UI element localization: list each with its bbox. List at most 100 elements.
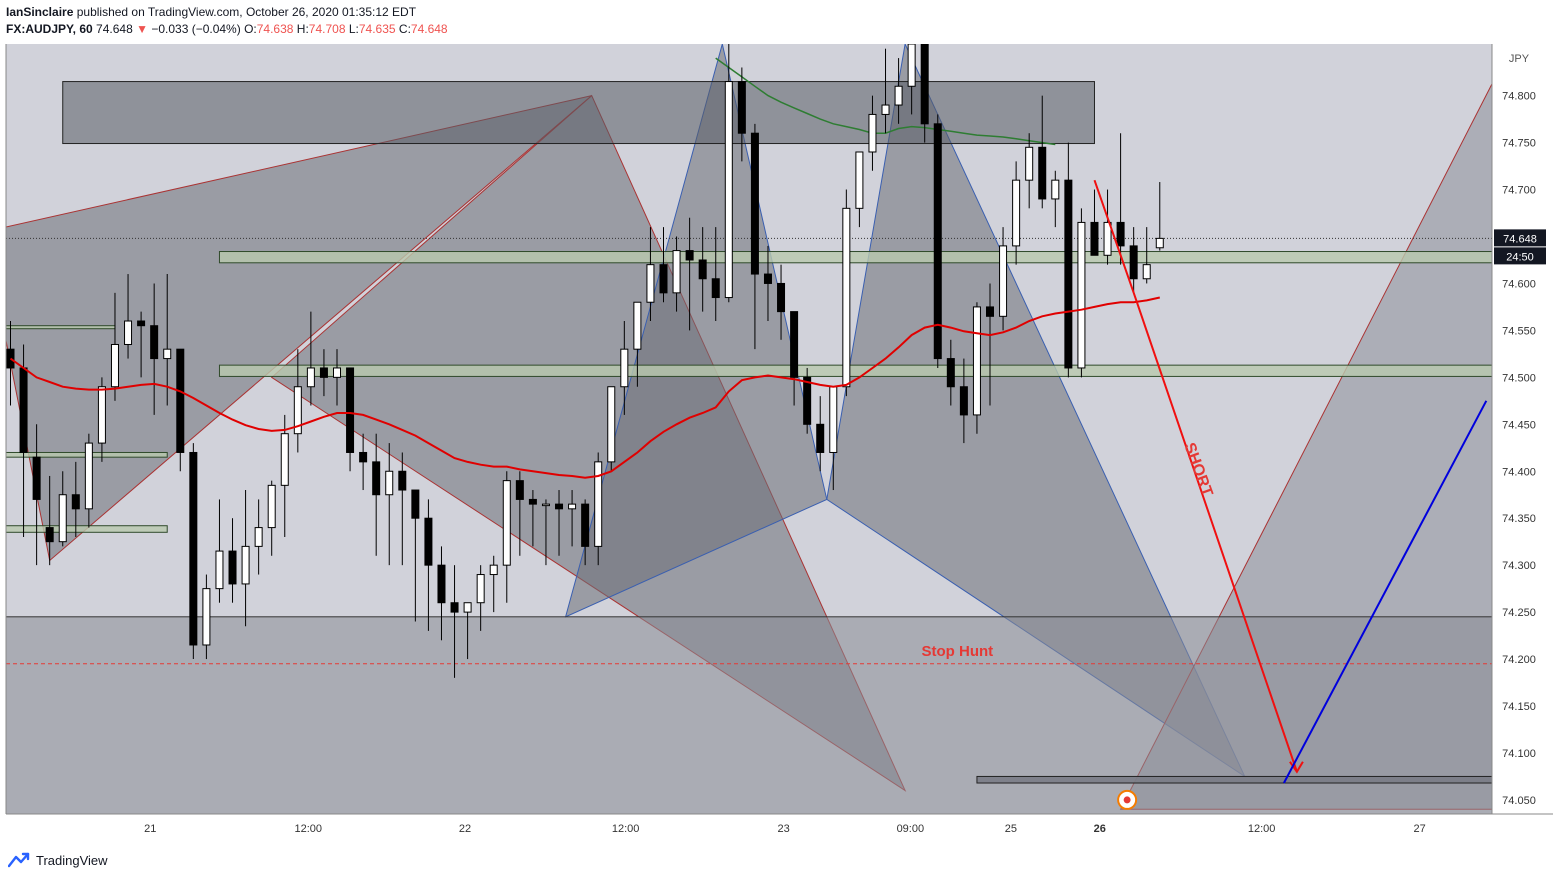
candle-body[interactable] — [555, 503, 564, 510]
candle-body[interactable] — [711, 278, 720, 299]
candle-body[interactable] — [150, 325, 159, 360]
candle-body[interactable] — [19, 367, 28, 453]
publish-info: published on TradingView.com, October 26… — [76, 5, 417, 19]
candle-body[interactable] — [986, 306, 994, 317]
candle-body[interactable] — [502, 480, 511, 566]
candle-body[interactable] — [594, 461, 603, 547]
candle-body[interactable] — [58, 494, 67, 543]
candle-body[interactable] — [933, 123, 942, 360]
candle-body[interactable] — [385, 470, 394, 496]
candle-body[interactable] — [110, 343, 119, 388]
candle-body[interactable] — [568, 503, 577, 510]
candle-body[interactable] — [424, 517, 433, 566]
candle-body[interactable] — [777, 282, 786, 313]
candle-body[interactable] — [894, 85, 903, 106]
candle-body[interactable] — [1129, 245, 1138, 280]
candle-body[interactable] — [515, 480, 524, 500]
author-name[interactable]: IanSinclaire — [6, 5, 74, 19]
candle-body[interactable] — [372, 461, 381, 496]
candle-body[interactable] — [855, 151, 864, 209]
candle-body[interactable] — [959, 386, 968, 416]
candle-body[interactable] — [659, 264, 668, 294]
candle-body[interactable] — [581, 503, 590, 547]
candle-body[interactable] — [293, 386, 302, 435]
candle-body[interactable] — [1025, 146, 1034, 181]
candle-body[interactable] — [359, 451, 368, 463]
candle-body[interactable] — [45, 527, 54, 543]
candle-body[interactable] — [267, 484, 276, 529]
candle-body[interactable] — [437, 564, 446, 604]
symbol-label[interactable]: FX:AUDJPY, 60 — [6, 22, 93, 36]
candle-body[interactable] — [1077, 221, 1086, 369]
candle-body[interactable] — [215, 550, 224, 590]
candle-body[interactable] — [1090, 221, 1099, 256]
candle-body[interactable] — [1064, 179, 1073, 369]
candle-body[interactable] — [84, 442, 93, 510]
candle-body[interactable] — [306, 367, 315, 388]
candle-body[interactable] — [254, 527, 263, 547]
candle-body[interactable] — [620, 348, 629, 388]
candle-body[interactable] — [124, 320, 133, 345]
candle-body[interactable] — [163, 348, 172, 360]
candle-body[interactable] — [280, 433, 289, 486]
candle-body[interactable] — [698, 259, 707, 280]
candle-body[interactable] — [763, 273, 772, 284]
candle-body[interactable] — [607, 386, 616, 463]
candle-body[interactable] — [1155, 237, 1164, 249]
candle-body[interactable] — [685, 250, 694, 261]
candle-body[interactable] — [71, 494, 80, 510]
candle-body[interactable] — [241, 545, 250, 585]
candle-body[interactable] — [737, 81, 746, 134]
candle-body[interactable] — [189, 451, 198, 646]
candle-body[interactable] — [829, 386, 838, 453]
candle-body[interactable] — [476, 574, 485, 604]
candle-body[interactable] — [1038, 146, 1047, 200]
candle-body[interactable] — [333, 367, 341, 378]
candle-body[interactable] — [868, 113, 877, 153]
candle-body[interactable] — [137, 320, 146, 327]
candle-body[interactable] — [816, 423, 825, 453]
red-moving-average — [9, 296, 1161, 479]
candle-body[interactable] — [724, 81, 733, 299]
candle-body[interactable] — [528, 498, 537, 505]
candle-body[interactable] — [790, 311, 799, 378]
candle-body[interactable] — [398, 470, 407, 491]
candle-body[interactable] — [176, 348, 185, 453]
candle-body[interactable] — [411, 489, 420, 519]
candle-body[interactable] — [946, 358, 955, 388]
candle-body[interactable] — [672, 250, 681, 294]
candle-body[interactable] — [450, 602, 459, 613]
y-tick-label: 74.800 — [1502, 91, 1536, 103]
candle-body[interactable] — [489, 564, 498, 576]
candle-body[interactable] — [32, 456, 41, 500]
candle-body[interactable] — [750, 132, 759, 275]
candle-body[interactable] — [346, 367, 355, 453]
candle-body[interactable] — [228, 550, 237, 585]
candle-body[interactable] — [463, 602, 472, 613]
candle-body[interactable] — [541, 503, 550, 507]
candle-body[interactable] — [319, 367, 328, 378]
candle-body[interactable] — [633, 301, 642, 350]
candle-body[interactable] — [1142, 264, 1151, 280]
candle-body[interactable] — [97, 386, 106, 444]
candle-body[interactable] — [920, 44, 929, 125]
candle-body[interactable] — [1051, 179, 1060, 200]
candle-body[interactable] — [972, 306, 981, 416]
candle-body[interactable] — [1116, 221, 1125, 247]
open-label: O: — [244, 22, 257, 36]
y-tick-label: 74.450 — [1502, 419, 1536, 431]
price-axis[interactable] — [1492, 44, 1553, 814]
candle-body[interactable] — [6, 348, 15, 369]
candle-body[interactable] — [907, 44, 916, 87]
candle-body[interactable] — [646, 264, 655, 303]
candle-body[interactable] — [202, 588, 211, 646]
footer-brand[interactable]: TradingView — [8, 852, 108, 868]
candle-body[interactable] — [842, 207, 851, 388]
candle-body[interactable] — [1012, 179, 1021, 247]
candle-body[interactable] — [1103, 221, 1112, 256]
candle-body[interactable] — [803, 376, 812, 425]
small-zone-left — [6, 525, 168, 533]
candle-body[interactable] — [999, 245, 1008, 317]
candle-body[interactable] — [881, 104, 890, 115]
